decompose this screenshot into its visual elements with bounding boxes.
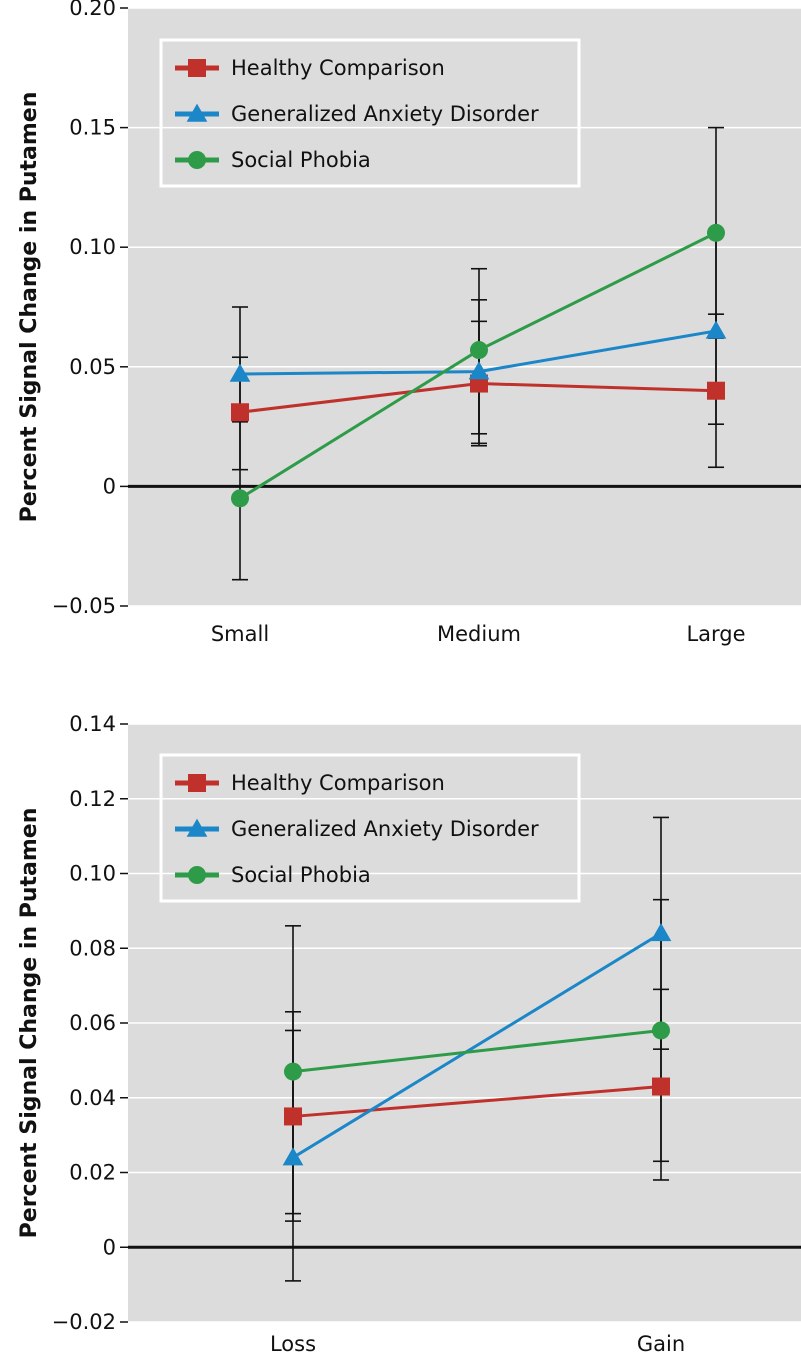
series-line-square [292,1085,662,1118]
chart-bottom: −0.02 0 0.02 0.04 0.06 0.08 0.10 0.12 0.14 Percen… [17,712,801,1356]
legend-item: Social Phobia [175,863,371,887]
y-tick-label: 0.15 [69,116,116,140]
legend-label: Healthy Comparison [231,56,445,80]
circle-marker [231,489,249,508]
square-marker [652,1077,670,1096]
y-tick-label: 0.20 [69,0,116,20]
y-tick-label: 0.04 [69,1086,116,1110]
x-tick-label: Small [211,622,269,646]
circle-marker [284,1062,302,1081]
triangle-marker [650,922,672,942]
y-tick-label: 0.12 [69,787,116,811]
legend-label: Social Phobia [231,148,371,172]
y-axis-label: Percent Signal Change in Putamen [17,808,42,1239]
circle-marker [470,341,488,360]
circle-marker [188,151,206,169]
legend: Healthy Comparison Generalized Anxiety Di… [159,38,581,188]
triangle-marker [186,818,208,837]
y-tick-label: 0.10 [69,862,116,886]
legend-item: Generalized Anxiety Disorder [175,817,539,841]
legend-label: Healthy Comparison [231,771,445,795]
series-line-circle [292,1028,662,1074]
y-tick-label: 0.14 [69,712,116,736]
y-tick-label: 0.06 [69,1011,116,1035]
square-marker [188,59,206,77]
plot-background [128,8,801,606]
legend-label: Generalized Anxiety Disorder [231,817,539,841]
y-tick-label: 0.05 [69,355,116,379]
circle-marker [652,1021,670,1040]
square-marker [707,381,725,400]
legend-label: Generalized Anxiety Disorder [231,102,539,126]
x-tick-label: Gain [637,1332,685,1356]
y-tick-label: −0.05 [52,594,116,618]
legend-item: Generalized Anxiety Disorder [175,102,539,126]
square-marker [188,774,206,792]
y-tick-label: 0.02 [69,1161,116,1185]
triangle-marker [468,361,490,380]
y-tick-label: 0 [103,1235,116,1259]
triangle-marker [705,320,727,339]
square-marker [231,403,249,422]
chart-top: −0.05 0 0.05 0.10 0.15 0.20 Percent Signal Cha… [17,0,801,646]
legend-item: Social Phobia [175,148,371,172]
legend-box [159,38,581,188]
y-tick-label: 0 [103,474,116,498]
y-tick-label: 0.08 [69,936,116,960]
circle-marker [707,223,725,242]
circle-marker [188,866,206,884]
x-tick-label: Loss [270,1332,316,1356]
y-tick-label: −0.02 [52,1310,116,1334]
x-tick-label: Medium [437,622,521,646]
legend-box [159,753,581,903]
square-marker [284,1107,302,1126]
legend: Healthy Comparison Generalized Anxiety Di… [159,753,581,903]
series-line-triangle [292,932,662,1159]
y-axis-label: Percent Signal Change in Putamen [17,92,42,523]
triangle-marker [282,1147,304,1166]
x-tick-label: Large [686,622,745,646]
triangle-marker [229,363,251,382]
legend-label: Social Phobia [231,863,371,887]
legend-item: Healthy Comparison [175,56,445,80]
legend-item: Healthy Comparison [175,771,445,795]
y-tick-label: 0.10 [69,235,116,259]
triangle-marker [186,103,208,122]
